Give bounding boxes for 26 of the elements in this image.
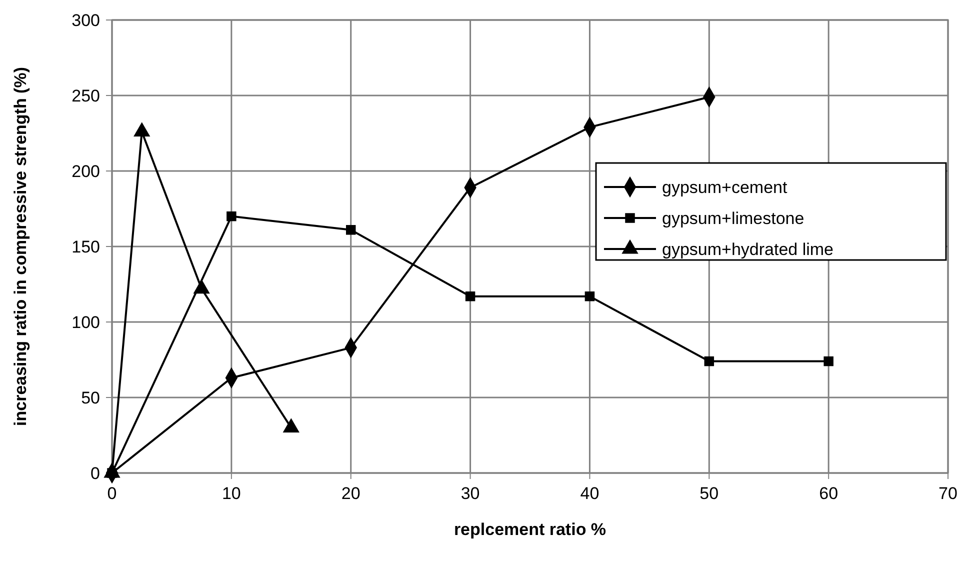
point (704, 356, 714, 366)
x-tick-label: 50 (700, 484, 719, 503)
point (824, 356, 834, 366)
point (346, 225, 356, 235)
point (226, 211, 236, 222)
x-tick-label: 20 (341, 484, 360, 503)
x-tick-label: 40 (580, 484, 600, 503)
y-tick-label: 200 (72, 162, 100, 181)
x-tick-label: 10 (222, 484, 241, 503)
point (584, 291, 595, 302)
x-tick-label: 30 (460, 484, 480, 503)
y-axis-title: increasing ratio in compressive strength (%) (11, 67, 30, 426)
point (465, 291, 476, 302)
x-axis-title: replcement ratio % (454, 520, 606, 539)
legend-label: gypsum+limestone (662, 209, 804, 228)
y-tick-label: 250 (72, 86, 100, 106)
x-tick-label: 0 (107, 484, 117, 503)
y-tick-label: 0 (90, 464, 100, 483)
x-tick-label: 60 (819, 484, 838, 503)
y-tick-label: 300 (72, 11, 100, 30)
y-tick-label: 50 (81, 388, 100, 408)
y-tick-label: 150 (72, 238, 100, 256)
legend-label: gypsum+cement (662, 178, 788, 197)
x-tick-label: 70 (938, 484, 958, 503)
y-tick-label: 100 (72, 313, 100, 332)
legend-label: gypsum+hydrated lime (662, 240, 834, 259)
